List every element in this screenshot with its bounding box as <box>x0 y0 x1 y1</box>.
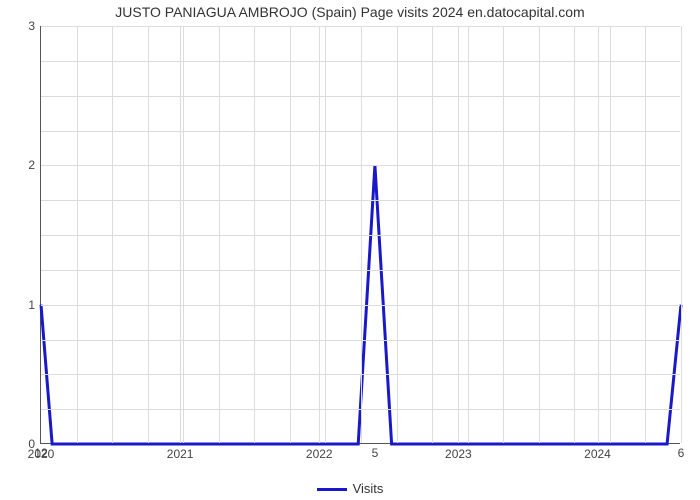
gridline-v-minor <box>77 26 78 443</box>
gridline-v-minor <box>539 26 540 443</box>
gridline-v-minor <box>645 26 646 443</box>
peak-label: 5 <box>372 446 379 460</box>
gridline-v-minor <box>112 26 113 443</box>
gridline-v <box>598 26 599 443</box>
peak-label: 12 <box>34 446 47 460</box>
gridline-v-minor <box>397 26 398 443</box>
peak-label: 6 <box>678 446 685 460</box>
gridline-v-minor <box>574 26 575 443</box>
chart-container: JUSTO PANIAGUA AMBROJO (Spain) Page visi… <box>0 0 700 500</box>
plot-area: 0123202020212022202320241256 <box>40 26 680 444</box>
gridline-v-minor <box>610 26 611 443</box>
y-tick-label: 3 <box>28 19 41 33</box>
legend-label: Visits <box>353 481 384 496</box>
x-tick-label: 2022 <box>306 443 333 461</box>
legend-swatch <box>317 488 347 491</box>
gridline-v-minor <box>219 26 220 443</box>
x-tick-label: 2021 <box>167 443 194 461</box>
gridline-v-minor <box>148 26 149 443</box>
x-tick-label: 2024 <box>584 443 611 461</box>
legend: Visits <box>0 481 700 496</box>
gridline-v-minor <box>361 26 362 443</box>
gridline-v-minor <box>290 26 291 443</box>
x-tick-label: 2023 <box>445 443 472 461</box>
gridline-v-minor <box>254 26 255 443</box>
gridline-v <box>458 26 459 443</box>
gridline-v <box>319 26 320 443</box>
gridline-v-minor <box>325 26 326 443</box>
gridline-v-minor <box>183 26 184 443</box>
gridline-v-minor <box>681 26 682 443</box>
chart-title: JUSTO PANIAGUA AMBROJO (Spain) Page visi… <box>0 4 700 20</box>
gridline-v <box>180 26 181 443</box>
gridline-v-minor <box>432 26 433 443</box>
gridline-v-minor <box>468 26 469 443</box>
gridline-v-minor <box>503 26 504 443</box>
y-tick-label: 2 <box>28 158 41 172</box>
y-tick-label: 1 <box>28 298 41 312</box>
